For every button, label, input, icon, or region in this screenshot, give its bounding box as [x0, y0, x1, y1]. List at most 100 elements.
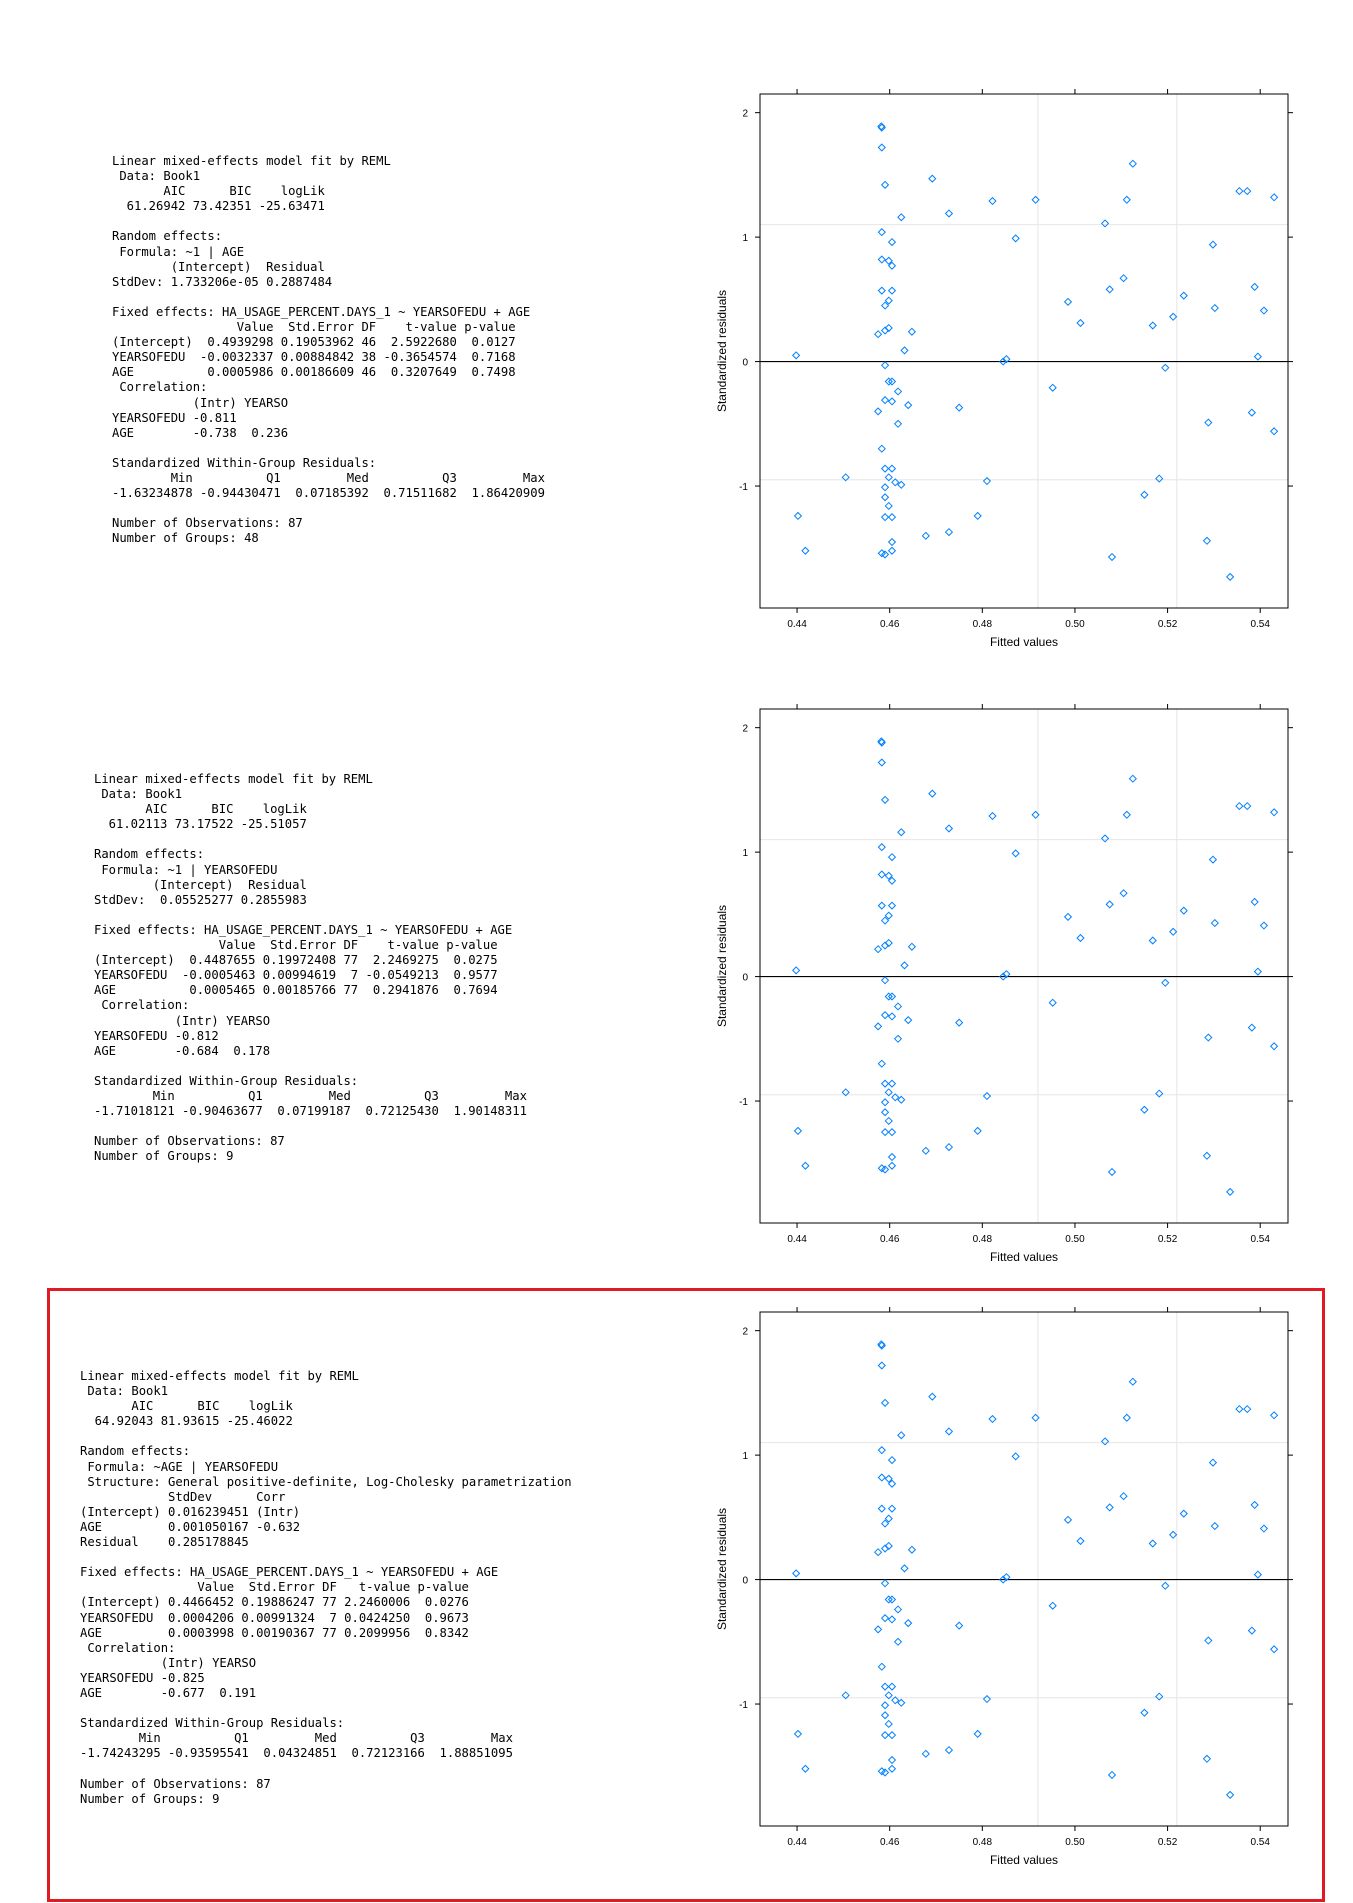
summary-line: Structure: General positive-definite, Lo…	[80, 1474, 572, 1489]
data-point	[900, 961, 909, 970]
summary-line: Number of Groups: 48	[112, 531, 259, 546]
summary-line: Min Q1 Med Q3 Max	[112, 470, 545, 485]
data-point	[880, 464, 890, 473]
data-point	[877, 549, 886, 558]
summary-line: YEARSOFEDU -0.0032337 0.00884842 38 -0.3…	[112, 350, 516, 365]
data-point	[884, 992, 893, 1001]
data-point	[877, 123, 886, 132]
data-point	[1107, 1167, 1117, 1177]
x-tick-label: 0.46	[880, 1837, 900, 1848]
data-point	[955, 1018, 964, 1027]
data-point	[877, 758, 886, 767]
summary-line: (Intr) YEARSO	[112, 395, 289, 410]
data-point	[1204, 1636, 1213, 1645]
summary-line: Value Std.Error DF t-value p-value	[112, 320, 516, 335]
data-point	[792, 966, 801, 975]
summary-line: (Intercept) Residual	[112, 259, 325, 274]
data-point	[877, 1341, 886, 1350]
data-point	[877, 286, 886, 295]
data-point	[880, 483, 890, 492]
data-point	[1011, 849, 1020, 858]
data-point	[1269, 1042, 1279, 1051]
data-point	[944, 1142, 954, 1152]
data-point	[1210, 1521, 1219, 1531]
data-point	[900, 346, 909, 355]
data-point	[887, 1479, 897, 1488]
summary-line: AGE -0.738 0.236	[112, 425, 289, 440]
summary-line: YEARSOFEDU -0.811	[112, 410, 237, 425]
plot-frame	[759, 708, 1289, 1224]
data-point	[1128, 774, 1137, 783]
data-point	[887, 1012, 897, 1021]
x-tick-label: 0.50	[1065, 1837, 1085, 1848]
summary-line: AIC BIC logLik	[94, 802, 307, 817]
x-tick-label: 0.52	[1158, 1234, 1178, 1245]
data-point	[880, 301, 890, 310]
model-summary-random-slope: Linear mixed-effects model fit by REML D…	[80, 1369, 572, 1807]
data-point	[887, 377, 897, 386]
data-point	[880, 976, 890, 985]
data-point	[884, 1088, 893, 1097]
y-tick-label: 2	[742, 724, 748, 735]
x-axis-label: Fitted values	[990, 1853, 1058, 1867]
summary-line: Fixed effects: HA_USAGE_PERCENT.DAYS_1 ~…	[80, 1565, 499, 1580]
y-tick-label: 1	[742, 848, 748, 859]
data-point	[792, 1569, 801, 1578]
data-point	[877, 1662, 886, 1671]
data-point	[955, 1621, 964, 1630]
data-point	[884, 1595, 893, 1604]
y-tick-label: 1	[742, 1451, 748, 1462]
x-tick-label: 0.48	[973, 1837, 993, 1848]
x-tick-label: 0.44	[787, 619, 807, 630]
data-point	[1208, 1458, 1218, 1467]
data-point	[897, 213, 906, 222]
data-point	[1031, 810, 1040, 819]
data-point	[982, 476, 992, 486]
data-point	[793, 1126, 803, 1136]
data-point	[1210, 303, 1219, 313]
summary-line: AGE -0.677 0.191	[80, 1685, 257, 1700]
data-point	[887, 286, 897, 295]
data-point	[841, 1088, 850, 1097]
data-point	[880, 1711, 890, 1720]
x-axis-label: Fitted values	[990, 1250, 1058, 1264]
data-point	[887, 537, 897, 547]
data-point	[1076, 318, 1085, 328]
data-point	[1128, 159, 1137, 168]
data-point	[792, 351, 801, 360]
data-point	[897, 828, 906, 837]
data-point	[877, 1059, 886, 1068]
data-point	[944, 209, 954, 218]
data-point	[1235, 1404, 1244, 1414]
data-point	[999, 972, 1008, 981]
data-point	[793, 1729, 803, 1739]
summary-line: Min Q1 Med Q3 Max	[80, 1731, 513, 1746]
summary-line: (Intercept) 0.4466452 0.19886247 77 2.24…	[80, 1595, 469, 1610]
x-tick-label: 0.52	[1158, 1837, 1178, 1848]
summary-line: Formula: ~AGE | YEARSOFEDU	[80, 1459, 279, 1474]
data-point	[1202, 536, 1212, 545]
summary-line: Linear mixed-effects model fit by REML	[94, 772, 373, 786]
data-point	[944, 1427, 954, 1436]
data-point	[944, 527, 954, 537]
summary-line: Correlation:	[80, 1640, 176, 1655]
data-point	[880, 1128, 890, 1137]
data-point	[1100, 1437, 1110, 1446]
data-point	[877, 901, 886, 910]
data-point	[1155, 474, 1164, 483]
x-tick-label: 0.44	[787, 1837, 807, 1848]
data-point	[887, 852, 897, 862]
summary-line: Correlation:	[94, 998, 190, 1013]
data-point	[1161, 978, 1170, 987]
y-axis-label: Standardized residuals	[715, 290, 729, 412]
y-tick-label: -1	[739, 1700, 748, 1711]
summary-line: StdDev Corr	[80, 1489, 286, 1504]
data-point	[1269, 427, 1279, 436]
data-point	[887, 876, 897, 885]
data-point	[877, 738, 886, 747]
data-point	[801, 1161, 810, 1170]
data-point	[1031, 1413, 1040, 1422]
data-point	[897, 1431, 906, 1440]
data-point	[1204, 418, 1213, 427]
y-tick-label: 2	[742, 1327, 748, 1338]
